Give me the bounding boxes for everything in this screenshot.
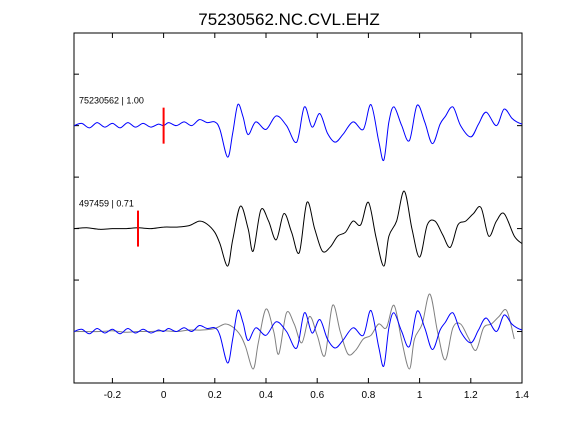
x-tick-label: 0 xyxy=(161,390,167,401)
x-tick-label: 1.4 xyxy=(515,390,529,401)
trace-label: 497459 | 0.71 xyxy=(79,199,134,209)
x-tick-label: 1 xyxy=(417,390,423,401)
x-axis: -0.2 0 0.2 0.4 0.6 0.8 1 1.2 1.4 xyxy=(104,33,529,401)
x-tick-label: 1.2 xyxy=(464,390,478,401)
plot-frame xyxy=(73,32,523,384)
y-axis xyxy=(74,73,522,333)
overlay-match-line xyxy=(73,293,515,370)
trace-label: 75230562 | 1.00 xyxy=(79,96,144,106)
trace-line-1 xyxy=(73,190,523,267)
trace-line-0 xyxy=(73,103,523,162)
x-tick-label: 0.6 xyxy=(310,390,324,401)
trace-group: 75230562 | 1.00 497459 | 0.71 xyxy=(73,96,523,370)
overlay-master-line xyxy=(73,309,523,367)
chart-title: 75230562.NC.CVL.EHZ xyxy=(198,10,379,29)
x-tick-label: -0.2 xyxy=(104,390,122,401)
x-tick-label: 0.2 xyxy=(208,390,222,401)
x-tick-label: 0.8 xyxy=(361,390,375,401)
x-tick-label: 0.4 xyxy=(259,390,273,401)
